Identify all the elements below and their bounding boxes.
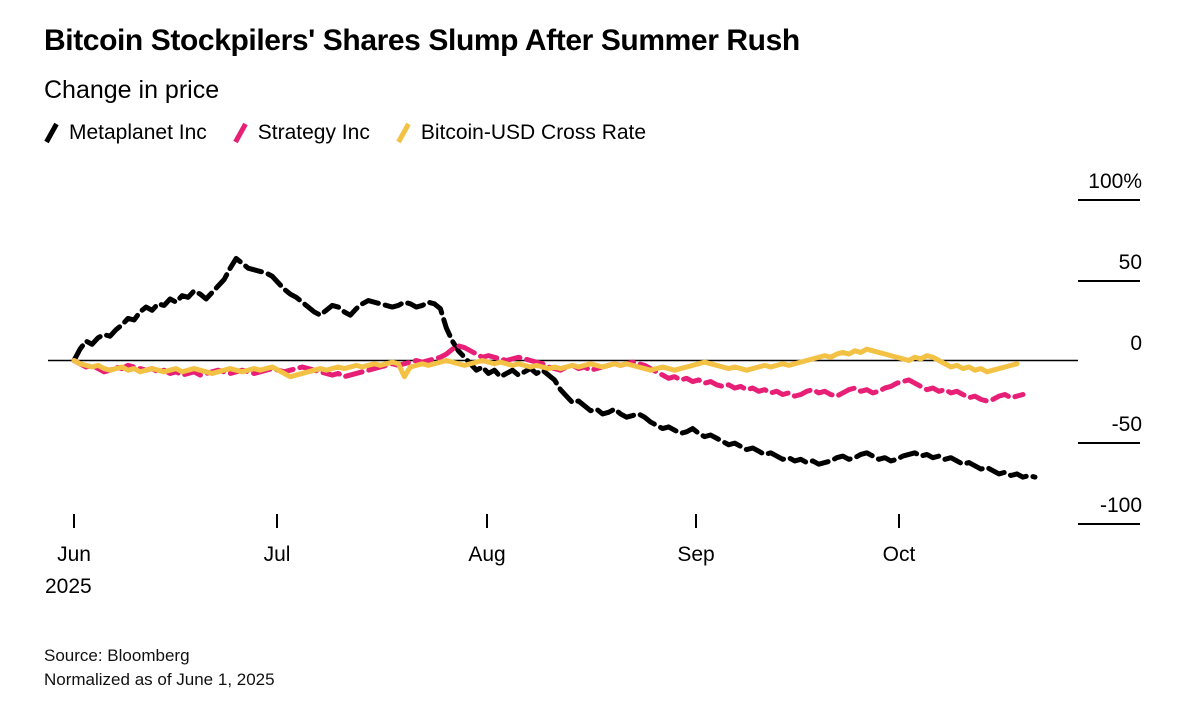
legend-item-3[interactable]: Bitcoin-USD Cross Rate bbox=[396, 121, 646, 145]
legend-label: Metaplanet Inc bbox=[69, 121, 207, 144]
source-text: Source: Bloomberg bbox=[44, 646, 190, 665]
y-axis-label: -100 bbox=[1099, 493, 1142, 517]
chart-legend: Metaplanet Inc Strategy Inc Bitcoin-USD Cr… bbox=[44, 121, 672, 145]
y-axis-tick bbox=[1078, 279, 1140, 282]
chart-footer: Source: Bloomberg Normalized as of June … bbox=[44, 644, 275, 692]
x-axis-year-label: 2025 bbox=[45, 575, 92, 598]
note-text: Normalized as of June 1, 2025 bbox=[44, 670, 275, 689]
y-axis-tick bbox=[1078, 441, 1140, 444]
x-axis-label: Jun bbox=[57, 543, 91, 566]
slash-marker-icon bbox=[233, 121, 248, 145]
x-axis-label: Oct bbox=[882, 543, 916, 566]
legend-label: Bitcoin-USD Cross Rate bbox=[420, 121, 647, 144]
x-axis-label: Aug bbox=[468, 543, 506, 566]
legend-item-1[interactable]: Metaplanet Inc bbox=[44, 121, 207, 145]
y-axis-tick bbox=[1078, 522, 1140, 525]
x-axis-tick bbox=[73, 514, 75, 528]
x-axis-tick bbox=[276, 514, 278, 528]
y-axis-tick bbox=[1078, 198, 1140, 201]
y-axis-label: 50 bbox=[1118, 250, 1142, 274]
x-axis-label: Jul bbox=[263, 543, 291, 566]
x-axis-tick bbox=[486, 514, 488, 528]
slash-marker-icon bbox=[44, 121, 59, 145]
y-axis-label: 100% bbox=[1088, 169, 1142, 193]
y-axis-label: -50 bbox=[1111, 412, 1142, 436]
page-title: Bitcoin Stockpilers' Shares Slump After … bbox=[44, 24, 800, 57]
x-axis-tick bbox=[695, 514, 697, 528]
legend-label: Strategy Inc bbox=[257, 121, 370, 144]
legend-item-2[interactable]: Strategy Inc bbox=[233, 121, 370, 145]
slash-marker-icon bbox=[396, 121, 411, 145]
y-axis-label: 0 bbox=[1130, 331, 1142, 355]
x-axis-label: Sep bbox=[677, 543, 715, 566]
chart-subtitle: Change in price bbox=[44, 76, 220, 104]
x-axis-tick bbox=[898, 514, 900, 528]
